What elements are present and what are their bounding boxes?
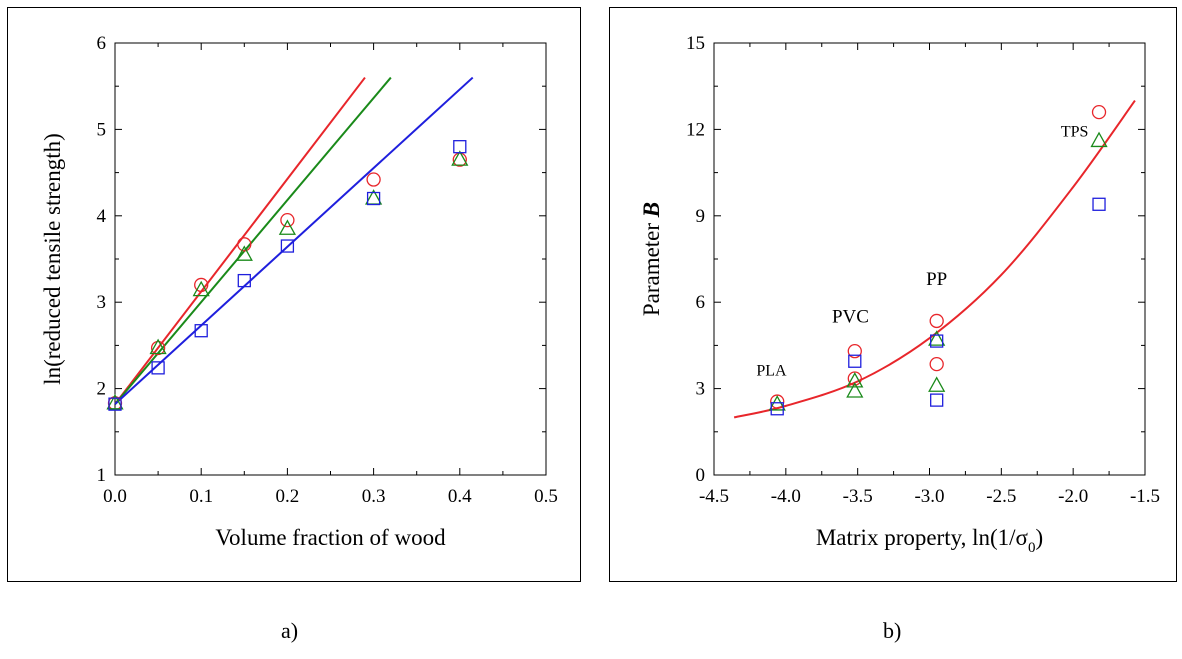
circle-point <box>194 277 209 293</box>
square-point <box>453 140 467 154</box>
circle-point <box>847 371 862 386</box>
circle-point <box>929 313 944 329</box>
x-tick-label: -4.5 <box>699 486 729 507</box>
chart-panel-a: 0.0 0.1 0.2 0.3 0.4 0.5 1 2 3 4 5 6 Volume fraction … <box>40 33 558 550</box>
fit-line <box>114 76 366 405</box>
circle-point <box>150 340 166 356</box>
panel-a-frame <box>7 7 581 582</box>
caption-b: b) <box>883 618 902 643</box>
x-tick-label: 0.2 <box>276 486 300 507</box>
circle-point <box>1091 104 1107 120</box>
triangle-point <box>106 393 124 410</box>
triangle-point <box>192 280 210 297</box>
square-point <box>108 397 122 411</box>
x-tick-label: 0.5 <box>534 486 558 507</box>
fit-curve <box>733 100 1136 419</box>
panel-b-frame <box>609 7 1177 582</box>
circle-point <box>929 356 944 372</box>
y-tick-label: 3 <box>696 379 706 400</box>
square-point <box>194 324 208 338</box>
plot-area-a <box>114 42 547 476</box>
annotation-pla: PLA <box>756 363 787 380</box>
x-tick-label: 0.4 <box>448 486 472 507</box>
square-point <box>1092 197 1106 211</box>
y-tick-label: 0 <box>696 465 706 486</box>
x-axis-label: Matrix property, ln(1/σ0) <box>816 525 1043 556</box>
x-tick-label: -1.5 <box>1130 486 1160 507</box>
y-tick-label: 9 <box>696 206 706 227</box>
triangle-point <box>928 330 946 346</box>
y-tick-label: 12 <box>686 119 705 140</box>
x-tick-label: -2.0 <box>1058 486 1088 507</box>
y-tick-label: 2 <box>97 379 107 400</box>
x-tick-label: 0.1 <box>189 486 213 507</box>
y-tick-label: 6 <box>97 33 107 54</box>
triangle-point <box>149 338 167 355</box>
square-point <box>770 402 784 416</box>
square-point <box>930 334 944 348</box>
x-tick-label: 0.0 <box>103 486 127 507</box>
circle-point <box>280 212 295 228</box>
caption-a: a) <box>281 618 299 643</box>
y-tick-label: 15 <box>686 33 705 54</box>
square-point <box>237 273 251 288</box>
y-axis-label: ln(reduced tensile strength) <box>40 133 65 385</box>
triangle-point <box>1090 131 1108 148</box>
annotation-pvc: PVC <box>832 306 869 327</box>
chart-panel-b: -4.5 -4.0 -3.5 -3.0 -2.5 -2.0 -1.5 0 3 6 9 12 15 PLA P… <box>639 33 1160 556</box>
y-tick-label: 5 <box>97 119 107 140</box>
square-point <box>151 361 165 375</box>
circle-point <box>366 172 381 187</box>
square-point <box>848 354 862 368</box>
circle-point <box>847 344 862 359</box>
y-axis-label: Parameter B <box>639 202 664 316</box>
triangle-point <box>278 219 297 235</box>
annotation-tps: TPS <box>1061 124 1089 141</box>
x-tick-label: -3.0 <box>914 486 944 507</box>
circle-point <box>770 394 785 409</box>
triangle-point <box>928 376 946 392</box>
annotation-pp: PP <box>926 269 947 290</box>
triangle-point <box>846 382 864 398</box>
y-tick-label: 3 <box>97 292 107 313</box>
triangle-point <box>846 372 864 388</box>
x-tick-label: -4.0 <box>771 486 801 507</box>
y-tick-label: 6 <box>696 292 706 313</box>
x-tick-label: 0.3 <box>362 486 386 507</box>
square-point <box>280 239 295 253</box>
x-tick-label: -3.5 <box>843 486 873 507</box>
square-point <box>366 191 381 206</box>
fit-line <box>114 76 392 405</box>
x-axis-label: Volume fraction of wood <box>215 525 446 550</box>
circle-point <box>237 237 252 252</box>
triangle-point <box>451 150 469 166</box>
x-tick-label: -2.5 <box>986 486 1016 507</box>
triangle-point <box>235 245 253 261</box>
square-point <box>930 393 944 407</box>
y-tick-label: 4 <box>97 206 107 227</box>
y-tick-label: 1 <box>97 465 107 486</box>
